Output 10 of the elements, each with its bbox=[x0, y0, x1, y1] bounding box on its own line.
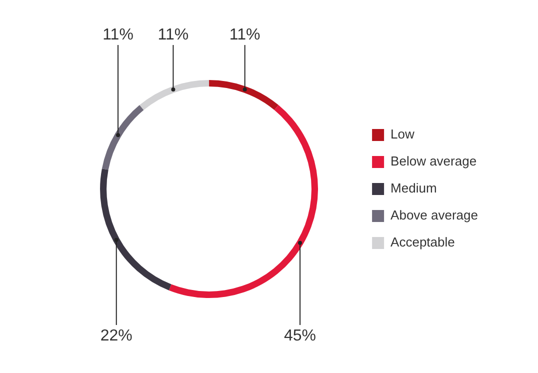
data-label: 11% bbox=[158, 26, 189, 44]
data-label: 11% bbox=[229, 26, 260, 44]
data-label: 22% bbox=[100, 327, 132, 344]
legend-label: Below average bbox=[390, 154, 477, 169]
legend-label: Acceptable bbox=[390, 234, 455, 250]
legend-label: Above average bbox=[390, 208, 478, 223]
legend-label: Low bbox=[390, 126, 416, 142]
legend-label: Medium bbox=[390, 180, 437, 196]
data-label: 11% bbox=[102, 26, 134, 44]
data-label: 45% bbox=[284, 327, 316, 344]
